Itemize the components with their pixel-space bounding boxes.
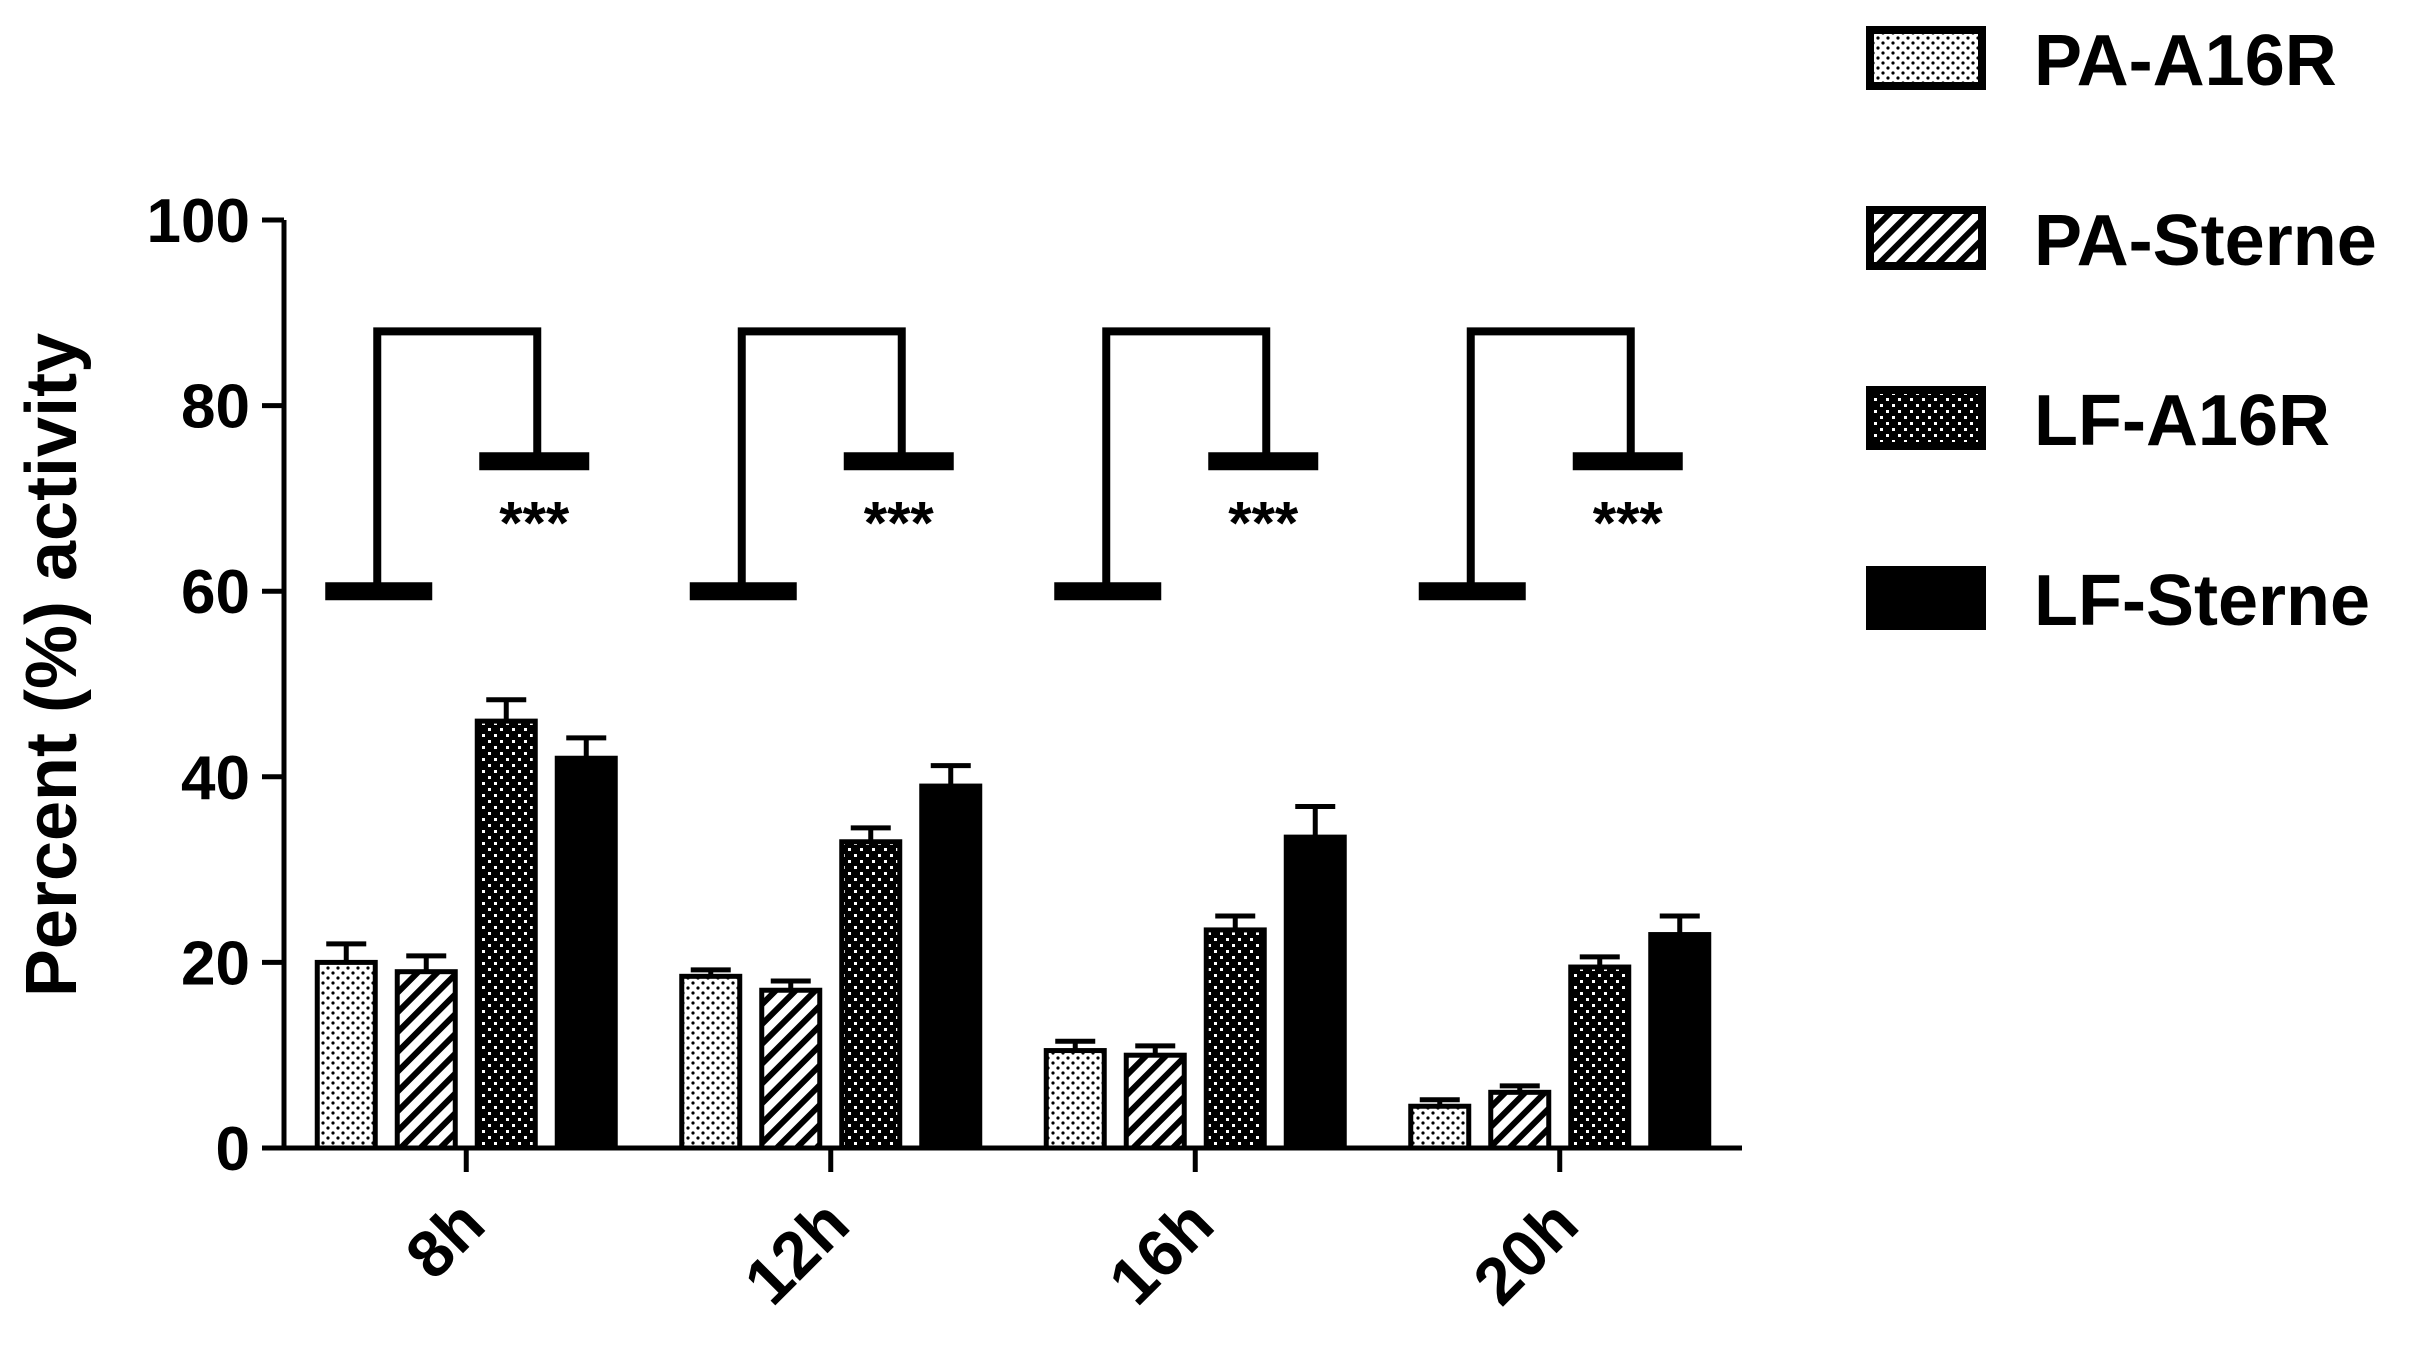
x-tick-label-8h: 8h [391,1186,498,1293]
legend: PA-A16R PA-Sterne LF-A16R LF-Sterne [1866,21,2377,641]
bar-lf-sterne-20h [1648,932,1712,1151]
bar-lf-a16r-16h [1203,927,1267,1151]
bar-pa-sterne-8h [394,969,458,1151]
significance-bracket [737,327,906,592]
error-bars [326,697,1700,1107]
x-tick-labels: 8h 12h 16h 20h [391,1186,1591,1319]
bar-lf-sterne-8h [554,755,618,1151]
legend-swatch-lf-sterne [1866,566,1986,630]
significance-label: *** [1593,489,1664,556]
bars [314,718,1712,1172]
significance-label: *** [1228,489,1299,556]
x-tick-label-12h: 12h [730,1186,863,1319]
y-tick-label: 40 [181,744,250,813]
bar-pa-sterne-16h [1123,1052,1187,1151]
bar-pa-a16r-8h [314,959,378,1151]
axes: 0 20 40 60 80 100 [147,187,1742,1184]
y-tick-label: 60 [181,558,250,627]
legend-label-lf-a16r: LF-A16R [2034,381,2330,461]
bar-pa-sterne-12h [759,987,823,1151]
y-tick-label: 0 [216,1115,250,1184]
bar-pa-a16r-20h [1408,1103,1472,1151]
bar-pa-a16r-16h [1043,1048,1107,1151]
significance-bracket [1102,327,1271,592]
legend-swatch-lf-a16r [1866,386,1986,450]
legend-label-pa-a16r: PA-A16R [2034,21,2337,101]
x-tick-label-20h: 20h [1459,1186,1592,1319]
legend-label-pa-sterne: PA-Sterne [2034,201,2377,281]
y-tick-label: 100 [147,187,250,256]
bar-lf-sterne-12h [919,783,983,1151]
significance-bracket [1466,327,1635,592]
significance-brackets: *** *** *** *** [325,327,1683,601]
legend-swatch-pa-a16r [1866,26,1986,90]
y-tick-label: 80 [181,373,250,442]
bar-lf-a16r-12h [839,839,903,1151]
bar-pa-sterne-20h [1488,1089,1552,1151]
bar-lf-sterne-16h [1283,834,1347,1151]
significance-label: *** [864,489,935,556]
legend-label-lf-sterne: LF-Sterne [2034,561,2370,641]
x-tick-label-16h: 16h [1094,1186,1227,1319]
bar-lf-a16r-8h [474,718,538,1151]
significance-label: *** [499,489,570,556]
bar-lf-a16r-20h [1568,964,1632,1151]
legend-swatch-pa-sterne [1866,206,1986,270]
significance-bracket [373,327,542,592]
y-axis-title: Percent (%) activity [12,333,92,997]
y-tick-label: 20 [181,929,250,998]
bar-pa-a16r-12h [679,973,743,1151]
